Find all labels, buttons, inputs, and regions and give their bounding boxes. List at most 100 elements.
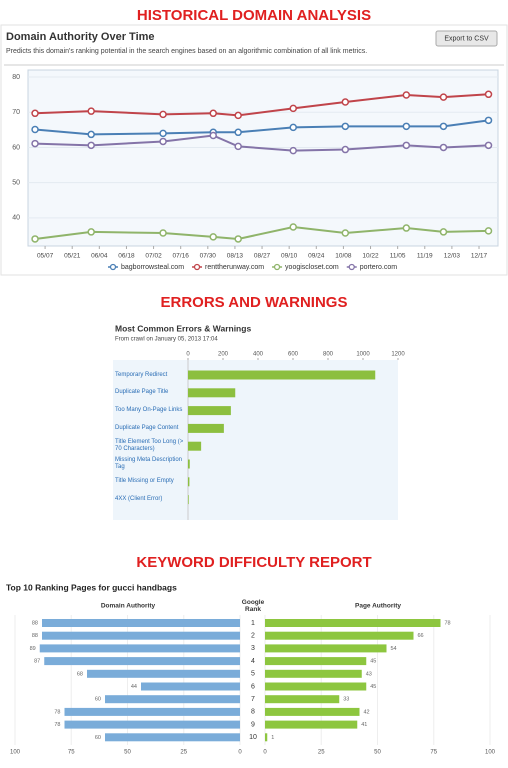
- data-point: [341, 229, 350, 237]
- button-body[interactable]: [435, 30, 498, 47]
- data-point: [484, 90, 493, 99]
- value-label: 88: [32, 620, 38, 626]
- category-label-box: Too Many On-Page Links: [115, 407, 183, 414]
- data-point: [209, 233, 217, 241]
- data-point: [209, 109, 217, 118]
- category-header: Google Rank: [241, 599, 265, 613]
- data-point: [439, 143, 448, 152]
- x-tick-label: 08/27: [254, 253, 271, 260]
- category-label: Title Missing or Empty: [115, 478, 174, 485]
- export-button[interactable]: Export to CSV: [435, 30, 498, 47]
- legend-label: yoogiscloset.com: [285, 264, 339, 271]
- bar: [44, 657, 240, 666]
- value-label: 44: [131, 684, 137, 690]
- x-tick-label: 25: [180, 750, 187, 756]
- data-point: [31, 125, 39, 134]
- x-tick-label: 07/02: [145, 253, 162, 260]
- category-label: Missing Meta Description Tag: [115, 457, 183, 470]
- rank-label: 3: [251, 645, 255, 652]
- data-point: [234, 111, 242, 120]
- bar: [265, 619, 441, 627]
- category-label-box: Title Missing or Empty: [115, 478, 174, 485]
- data-point: [159, 229, 167, 237]
- x-tick-label: 06/18: [118, 253, 135, 260]
- bar: [265, 720, 358, 729]
- data-point: [209, 131, 217, 140]
- chart-title: Top 10 Ranking Pages for gucci handbags: [6, 582, 177, 592]
- rank-label: 8: [251, 709, 255, 716]
- value-label: 60: [95, 735, 101, 741]
- x-tick-label: 75: [68, 750, 75, 756]
- plot-area: [113, 360, 398, 520]
- rank-label: 9: [251, 721, 255, 728]
- x-tick-label: 07/30: [200, 253, 217, 260]
- x-tick-label: 12/03: [444, 253, 461, 260]
- series-header: Page Authority: [355, 603, 401, 610]
- x-tick-label: 25: [318, 750, 325, 756]
- bar: [188, 459, 190, 469]
- section-header: HISTORICAL DOMAIN ANALYSIS: [137, 7, 371, 24]
- x-tick-label: 1000: [356, 352, 370, 358]
- value-label: 78: [54, 722, 60, 728]
- data-point: [484, 116, 493, 125]
- data-point: [234, 128, 242, 137]
- value-label: 33: [343, 697, 349, 703]
- bar: [141, 682, 240, 691]
- y-tick-label: 40: [12, 215, 20, 222]
- data-point: [402, 224, 411, 232]
- value-label: 43: [366, 671, 372, 677]
- data-point: [484, 227, 493, 235]
- x-tick-label: 50: [124, 750, 131, 756]
- data-point: [439, 93, 448, 101]
- x-tick-label: 0: [238, 750, 242, 756]
- bar: [188, 423, 224, 433]
- bar: [188, 477, 190, 487]
- x-tick-label: 12/17: [471, 253, 488, 260]
- x-tick-label: 11/05: [390, 253, 406, 260]
- x-tick-label: 05/21: [64, 253, 81, 260]
- bar: [265, 644, 387, 653]
- legend-marker: [193, 263, 201, 271]
- rank-label: 6: [251, 683, 255, 690]
- category-label-box: Missing Meta Description Tag: [115, 457, 183, 470]
- x-tick-label: 400: [253, 352, 264, 358]
- y-tick-label: 80: [12, 74, 20, 81]
- button-label[interactable]: Export to CSV: [444, 35, 489, 42]
- x-tick-label: 75: [430, 750, 437, 756]
- value-label: 45: [370, 684, 376, 690]
- legend-marker: [348, 263, 355, 271]
- data-point: [87, 141, 95, 150]
- bar: [265, 631, 414, 640]
- legend-label: portero.com: [360, 264, 398, 271]
- bar: [42, 619, 240, 627]
- category-header-box: Google Rank: [241, 599, 265, 613]
- data-point: [87, 107, 95, 115]
- value-label: 68: [77, 671, 83, 677]
- bar: [265, 669, 362, 678]
- data-point: [159, 137, 167, 146]
- bar: [42, 631, 240, 640]
- category-label-box: Duplicate Page Title: [115, 389, 169, 396]
- bar: [188, 406, 231, 416]
- category-label: Too Many On-Page Links: [115, 407, 183, 414]
- value-label: 87: [34, 659, 40, 665]
- bar: [64, 707, 240, 716]
- legend-label: renttherunway.com: [205, 264, 264, 271]
- section-header: KEYWORD DIFFICULTY REPORT: [136, 554, 371, 571]
- data-point: [484, 141, 493, 150]
- category-label: Duplicate Page Title: [115, 389, 169, 396]
- x-tick-label: 0: [186, 352, 190, 358]
- chart-subtitle: Predicts this domain's ranking potential…: [6, 48, 367, 55]
- rank-label: 7: [251, 696, 255, 703]
- bar: [87, 669, 240, 678]
- x-tick-label: 1200: [391, 352, 405, 358]
- rank-label: 1: [251, 620, 255, 627]
- value-label: 54: [391, 646, 397, 652]
- series-line: [35, 134, 489, 152]
- data-point: [31, 235, 39, 243]
- data-point: [439, 122, 448, 131]
- data-point: [402, 141, 411, 150]
- rank-label: 5: [251, 671, 255, 678]
- x-tick-label: 09/10: [281, 253, 298, 260]
